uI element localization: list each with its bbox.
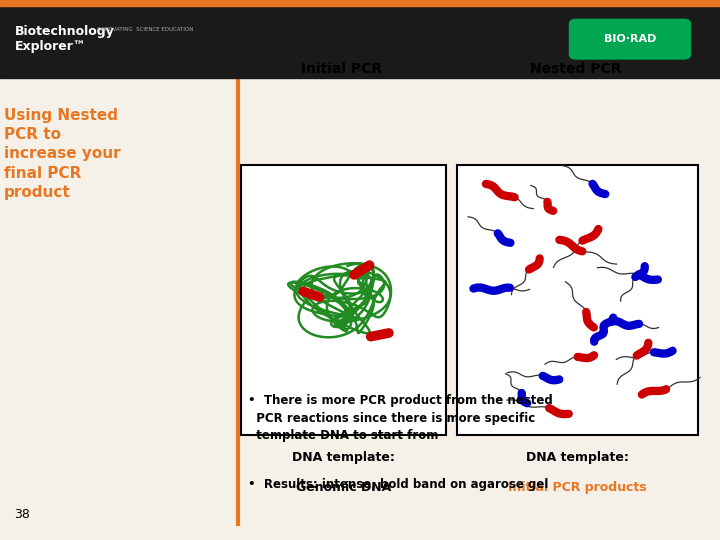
Bar [0,0,720,78]
Text: Biotechnology
Explorer™: Biotechnology Explorer™ [14,25,114,53]
Text: Nested PCR: Nested PCR [530,62,622,76]
Text: Using Nested
PCR to
increase your
final PCR
product: Using Nested PCR to increase your final … [4,108,120,200]
Bar [241,165,446,435]
Text: CAPTIVATING  SCIENCE EDUCATION: CAPTIVATING SCIENCE EDUCATION [97,27,194,32]
Text: Initial PCR products: Initial PCR products [508,481,647,494]
Text: Initial PCR: Initial PCR [302,62,382,76]
Bar [457,165,698,435]
Text: BIO·RAD: BIO·RAD [604,34,656,44]
Text: Genomic DNA: Genomic DNA [296,481,392,494]
Text: 38: 38 [14,508,30,521]
FancyBboxPatch shape [569,18,691,60]
Text: •  Results: intense, bold band on agarose gel: • Results: intense, bold band on agarose… [248,478,549,491]
Bar [0,0,720,6]
Text: •  There is more PCR product from the nested
  PCR reactions since there is more: • There is more PCR product from the nes… [248,394,553,442]
Text: DNA template:: DNA template: [292,451,395,464]
Text: DNA template:: DNA template: [526,451,629,464]
